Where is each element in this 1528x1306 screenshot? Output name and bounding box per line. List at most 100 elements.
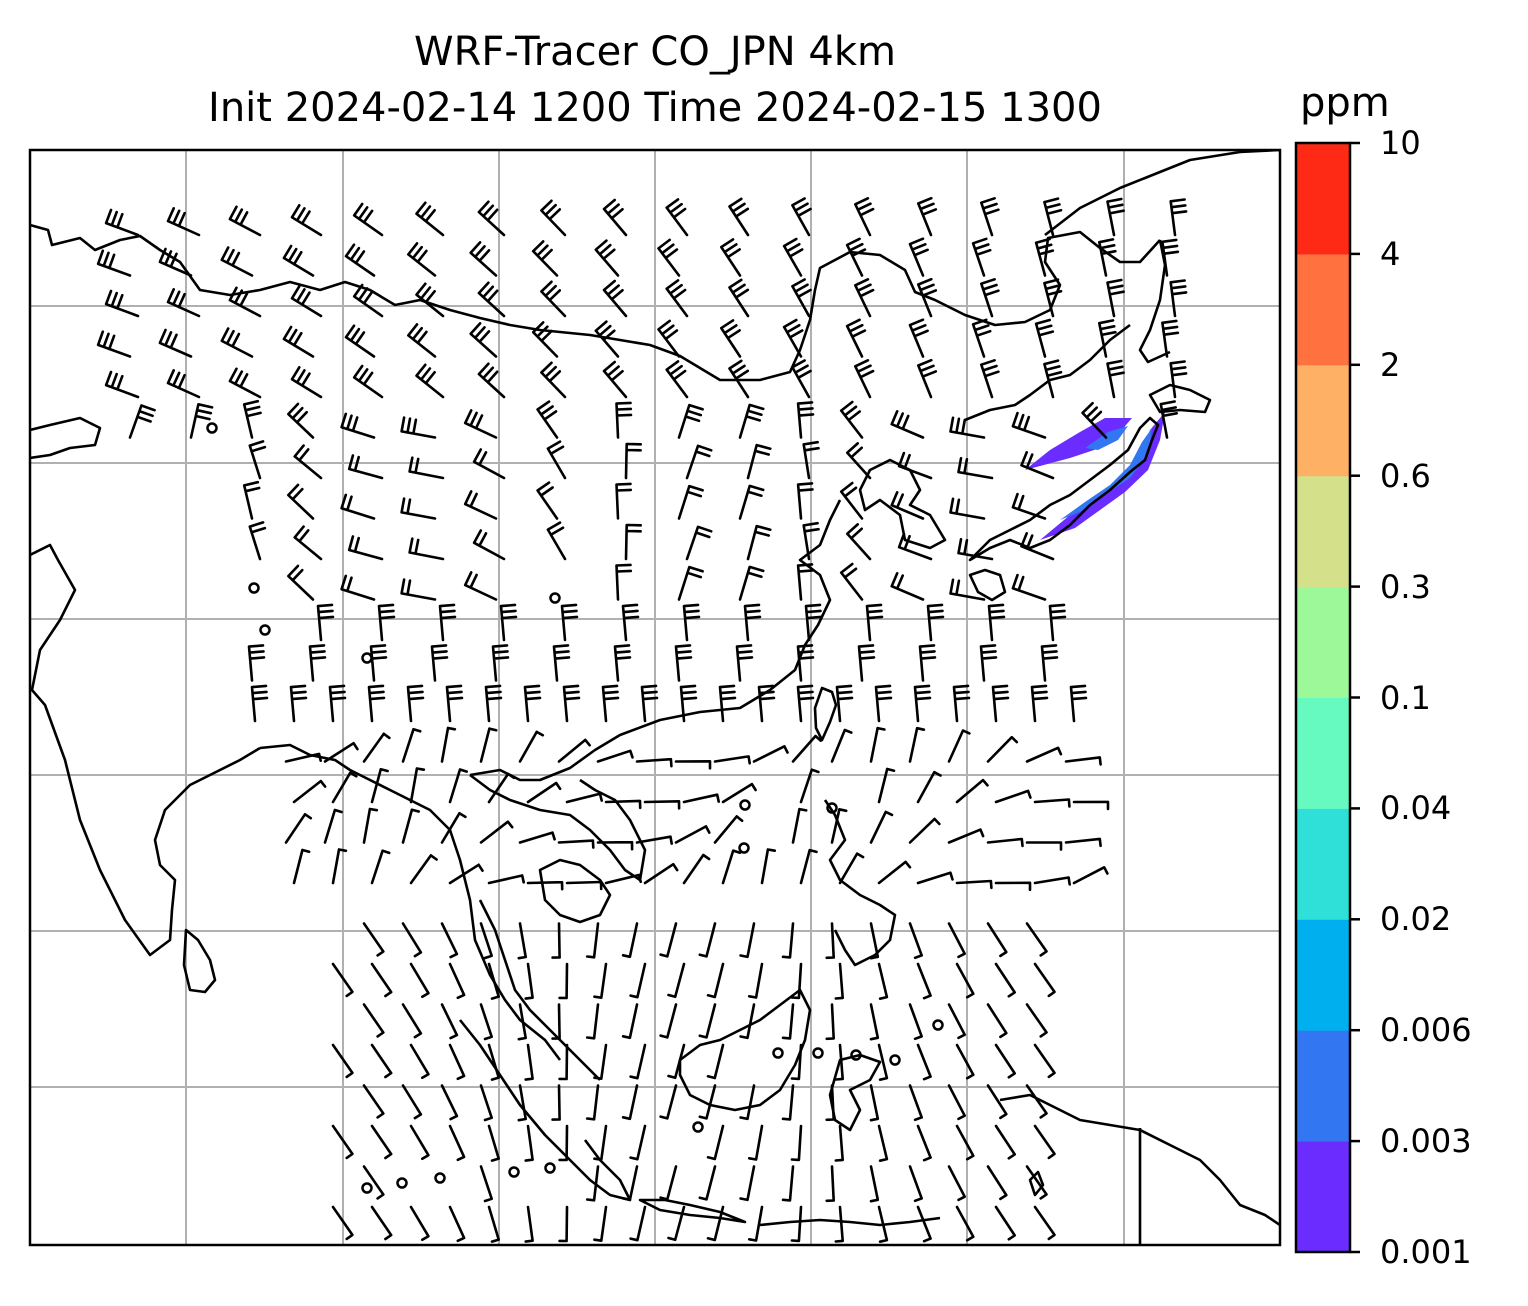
wind-barb	[594, 239, 620, 277]
wind-barb	[585, 922, 600, 959]
coast-srilanka	[182, 928, 217, 994]
wind-barb	[908, 1084, 923, 1122]
wind-barb	[242, 480, 261, 520]
wind-barb	[659, 922, 678, 958]
wind-barb	[166, 369, 201, 399]
wind-barb	[448, 1043, 466, 1081]
colorbar-tick-label: 0.003	[1380, 1122, 1472, 1161]
wind-barb	[615, 563, 633, 601]
coast-north-china	[30, 416, 102, 460]
wind-barb	[1040, 644, 1059, 682]
wind-barb	[331, 1043, 354, 1079]
wind-barb	[1025, 1003, 1048, 1038]
wind-barb	[917, 196, 938, 237]
wind-barb	[802, 440, 820, 480]
wind-barb	[640, 684, 659, 723]
wind-barb	[791, 359, 812, 399]
wind-barb	[738, 484, 765, 520]
plume-korea-sea	[1025, 418, 1132, 470]
map-frame	[28, 148, 1282, 1247]
wind-barb	[791, 278, 812, 318]
colorbar-tick-label: 0.3	[1380, 567, 1431, 606]
wind-barb	[565, 792, 603, 804]
colorbar-swatch	[1296, 586, 1350, 698]
wind-barb	[952, 684, 971, 723]
wind-barb	[558, 1124, 569, 1162]
wind-barb	[370, 1124, 393, 1160]
wind-barb	[1025, 841, 1063, 851]
wind-barb	[665, 360, 689, 399]
wind-barb	[323, 808, 343, 844]
wind-barb	[220, 246, 254, 277]
colorbar-tick-label: 0.006	[1380, 1011, 1472, 1050]
wind-barb	[782, 237, 804, 277]
wind-barb	[799, 768, 820, 804]
wind-barb	[1030, 684, 1049, 723]
colorbar-swatch	[1296, 364, 1350, 477]
wind-barb	[791, 197, 812, 237]
wind-barb	[362, 807, 379, 844]
wind-barb	[96, 249, 132, 277]
wind-barb	[796, 644, 815, 682]
wind-barb	[248, 521, 267, 561]
wind-barb	[825, 1084, 835, 1122]
wind-barb	[347, 535, 384, 561]
wind-barb	[400, 578, 437, 601]
wind-barb	[955, 1124, 975, 1161]
wind-barb	[877, 1124, 889, 1162]
wind-barb	[601, 684, 620, 723]
wind-barb	[698, 1084, 717, 1120]
wind-barb	[409, 854, 438, 885]
wind-barb	[747, 1124, 764, 1161]
colorbar-tick-label: 2	[1380, 345, 1401, 384]
map-panel	[28, 148, 1282, 1247]
wind-barb	[585, 1003, 600, 1040]
wind-barb	[362, 922, 385, 957]
wind-barb	[517, 1003, 527, 1041]
wind-barb	[284, 752, 322, 763]
wind-barb	[721, 849, 742, 885]
wind-barb	[615, 482, 633, 520]
wind-barb	[1033, 1205, 1056, 1241]
colorbar-tick-label: 4	[1380, 234, 1401, 273]
wind-barb	[804, 603, 823, 642]
wind-barb	[796, 401, 815, 439]
wind-barb	[284, 813, 313, 844]
wind-barb	[523, 684, 542, 723]
wind-barb	[635, 757, 673, 768]
wind-barb	[994, 1205, 1016, 1241]
wind-barb	[947, 729, 971, 763]
wind-barb	[479, 727, 498, 763]
wind-barb	[728, 278, 750, 318]
wind-barb	[440, 1084, 459, 1121]
wind-barb	[593, 962, 608, 999]
wind-barb	[830, 808, 848, 844]
wind-barb	[479, 922, 493, 960]
wind-barb	[986, 1084, 1008, 1120]
wind-barb	[621, 922, 639, 959]
wind-barb	[720, 319, 742, 358]
wind-barb	[799, 848, 818, 885]
wind-barb	[362, 1084, 385, 1119]
wind-barb	[292, 779, 327, 804]
wind-barb	[757, 684, 776, 723]
wind-barb	[415, 363, 445, 399]
wind-barb	[1064, 756, 1102, 766]
wind-barb	[104, 289, 140, 318]
colorbar-tick-label: 0.001	[1380, 1233, 1472, 1271]
wind-barb	[746, 443, 772, 480]
wind-barb	[247, 644, 266, 682]
wind-barb	[593, 1043, 608, 1080]
coast-timor	[1028, 1170, 1045, 1197]
wind-barb	[472, 529, 506, 561]
wind-barb	[128, 404, 156, 439]
wind-barb	[782, 318, 804, 358]
wind-barb	[1025, 922, 1048, 957]
wind-barb	[621, 603, 640, 642]
wind-barb	[877, 1043, 889, 1081]
wind-barb	[986, 1165, 1008, 1201]
wind-barb	[463, 409, 498, 439]
wind-barb	[955, 778, 989, 804]
wind-barb	[331, 771, 358, 804]
